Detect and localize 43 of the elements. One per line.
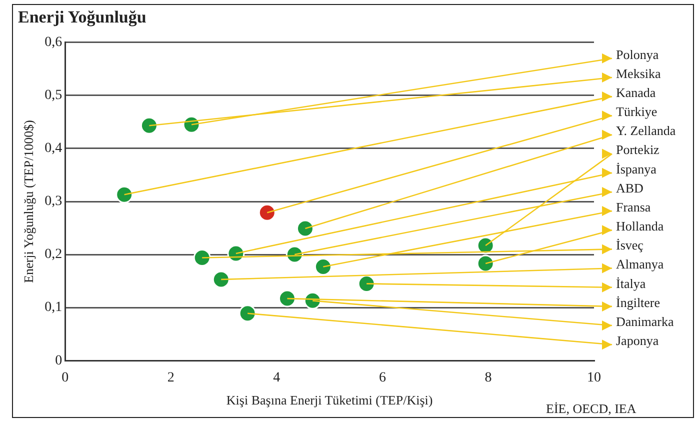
annotation: İsveç — [616, 238, 644, 253]
point — [278, 290, 296, 308]
y-axis-title: Enerji Yoğunluğu (TEP/1000$) — [21, 120, 36, 283]
y-tick-label: 0,1 — [44, 300, 62, 316]
annotation: Türkiye — [616, 104, 658, 120]
x-tick-label: 2 — [167, 370, 174, 386]
point — [314, 258, 332, 276]
annotation: Japonya — [616, 333, 659, 348]
x-tick-label: 10 — [587, 370, 601, 386]
annotation: Fransa — [616, 199, 651, 214]
point — [358, 274, 376, 292]
point — [212, 270, 230, 288]
annotation: İspanya — [616, 161, 657, 176]
point — [193, 248, 211, 266]
point — [476, 254, 494, 272]
point — [258, 204, 276, 222]
annotation: ABD — [616, 180, 644, 196]
annotation: Danimarka — [616, 314, 674, 329]
y-tick-label: 0 — [55, 353, 62, 368]
chart-title: Enerji Yoğunluğu — [18, 8, 146, 27]
y-tick-label: 0,6 — [44, 35, 62, 50]
x-tick-label: 4 — [273, 370, 280, 386]
y-tick-label: 0,2 — [44, 247, 62, 262]
annotation: İtalya — [616, 276, 646, 291]
y-tick-label: 0,3 — [44, 194, 62, 210]
annotation: Kanada — [616, 84, 656, 100]
x-axis-title: Kişi Başına Enerji Tüketimi (TEP/Kişi) — [226, 392, 433, 408]
x-tick-label: 8 — [484, 370, 492, 386]
point — [140, 116, 158, 134]
annotation: İngiltere — [616, 294, 660, 310]
y-tick-label: 0,4 — [44, 141, 62, 156]
x-tick-label: 6 — [378, 370, 386, 386]
annotation: Polonya — [616, 46, 659, 62]
point — [116, 186, 134, 204]
annotation: Y. Zellanda — [616, 123, 676, 138]
annotation: Portekiz — [616, 142, 660, 158]
text: EİE, OECD, IEA — [546, 401, 637, 416]
annotation: Almanya — [616, 256, 664, 272]
point — [296, 220, 314, 238]
point — [238, 304, 256, 322]
annotation: Meksika — [616, 66, 661, 81]
annotation: Hollanda — [616, 218, 664, 234]
y-tick-label: 0,5 — [44, 88, 62, 104]
